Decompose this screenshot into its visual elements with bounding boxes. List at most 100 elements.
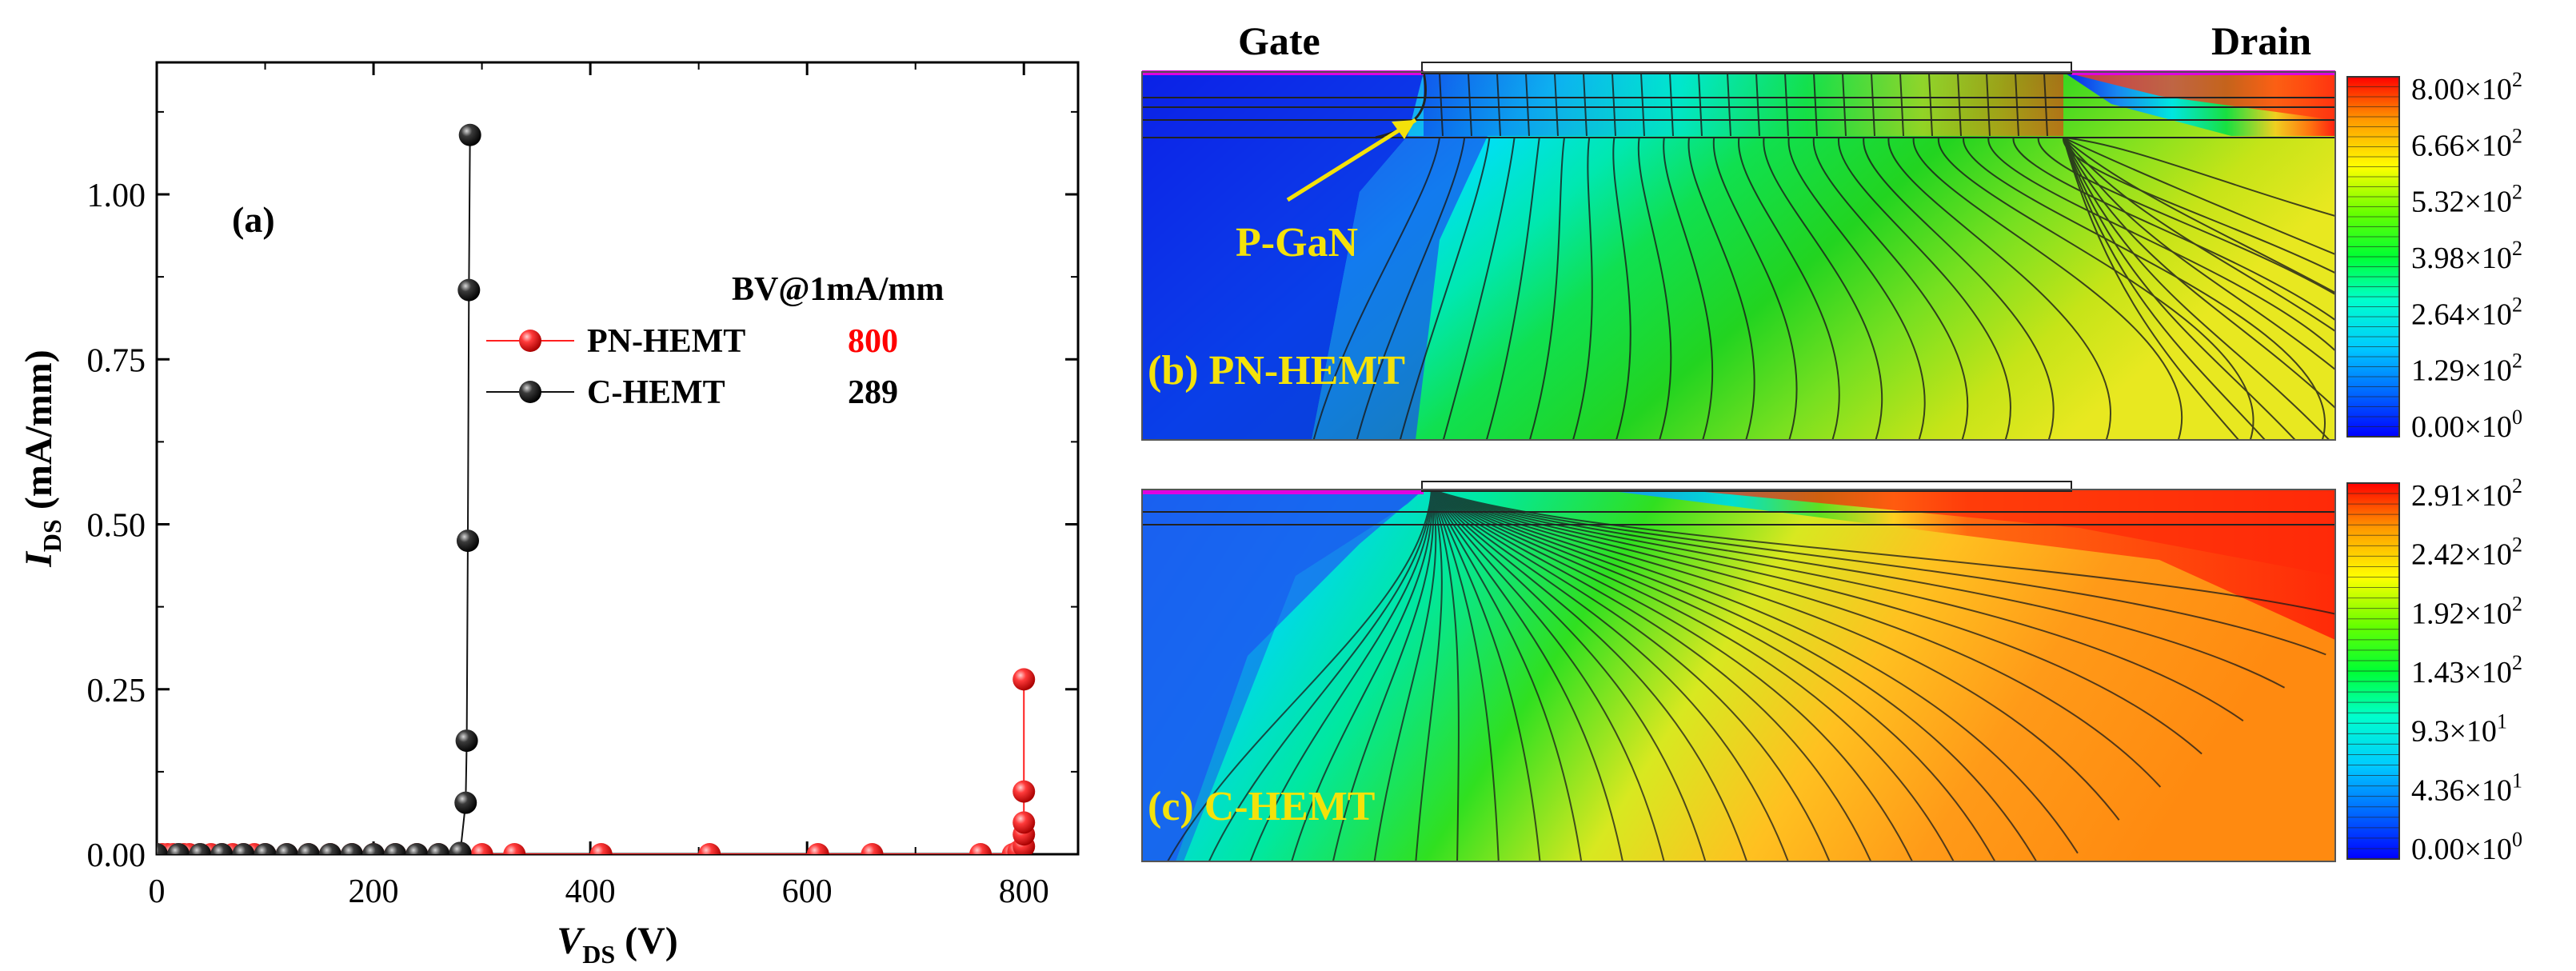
colorbar-tick-label: 6.66×102 bbox=[2411, 124, 2522, 162]
contour-line-drain bbox=[2063, 137, 2335, 255]
channel-grid bbox=[1583, 73, 1588, 137]
contour-line bbox=[1291, 489, 1433, 861]
point-pn-hemt bbox=[1012, 668, 1036, 691]
p-gan-label: P-GaN bbox=[1236, 220, 1358, 266]
point-c-hemt bbox=[362, 843, 385, 854]
passivation-step bbox=[1421, 62, 2072, 74]
contour-line bbox=[1431, 489, 1996, 861]
channel-grid bbox=[1755, 73, 1760, 137]
point-pn-hemt bbox=[1012, 811, 1036, 834]
point-c-hemt bbox=[458, 123, 481, 146]
legend-marker-c-hemt bbox=[519, 381, 541, 403]
legend-entry-pn-hemt: PN-HEMT 800 bbox=[486, 323, 898, 360]
contour-line bbox=[1963, 137, 2326, 440]
contour-line bbox=[1431, 489, 1541, 861]
contour-line bbox=[1431, 489, 2286, 689]
legend-entry-c-hemt: C-HEMT 289 bbox=[486, 374, 898, 411]
y-tick-label: 1.00 bbox=[87, 178, 146, 214]
x-tick-label: 600 bbox=[782, 873, 833, 910]
contour-line-drain bbox=[2063, 137, 2335, 370]
y-axis-title: IDS (mA/mm) bbox=[18, 350, 66, 568]
channel-grid bbox=[1525, 73, 1530, 137]
contour-line bbox=[1431, 489, 1460, 861]
panel-b-label: (b) PN-HEMT bbox=[1148, 348, 1405, 394]
contour-line-drain bbox=[2063, 137, 2335, 217]
point-pn-hemt bbox=[698, 843, 721, 854]
legend-bv-c-hemt: 289 bbox=[848, 374, 898, 411]
contour-line bbox=[1612, 137, 1631, 440]
panel-a-label: (a) bbox=[232, 199, 275, 240]
panel-c-field bbox=[1142, 489, 2335, 861]
contour-line-drain bbox=[2063, 137, 2240, 440]
channel-grid bbox=[1784, 73, 1789, 137]
contour-line bbox=[1712, 137, 1798, 440]
contour-line bbox=[1738, 137, 1840, 440]
panel-a-chart: 0 200 400 600 800 0.00 0.25 0.50 0.75 1.00 (a) BV… bbox=[18, 61, 1080, 969]
contour-line bbox=[1312, 137, 1440, 440]
x-tick-label: 200 bbox=[349, 873, 399, 910]
contour-line bbox=[1912, 137, 2183, 440]
panel-c-frame bbox=[1141, 489, 2336, 862]
channel-grid bbox=[1871, 73, 1875, 137]
legend-title: BV@1mA/mm bbox=[732, 271, 944, 308]
contour-line bbox=[1415, 489, 1443, 861]
channel-grid bbox=[2043, 73, 2048, 137]
colorbar-tick-label: 1.29×102 bbox=[2411, 350, 2522, 388]
point-c-hemt bbox=[189, 843, 212, 854]
x-axis-title: VDS (V) bbox=[557, 920, 678, 969]
channel-grid bbox=[1928, 73, 1933, 137]
contour-line bbox=[1167, 489, 1432, 861]
channel-grid bbox=[1727, 73, 1731, 137]
y-tick-label: 0.75 bbox=[87, 342, 146, 379]
contour-line-drain bbox=[2063, 137, 2335, 332]
point-c-hemt bbox=[454, 791, 477, 814]
contour-line bbox=[1431, 489, 1955, 861]
point-c-hemt bbox=[449, 841, 472, 854]
legend-label-pn-hemt: PN-HEMT bbox=[587, 323, 745, 360]
point-pn-hemt bbox=[806, 843, 829, 854]
contour-line bbox=[1863, 137, 2055, 440]
point-pn-hemt bbox=[861, 843, 884, 854]
contour-line bbox=[1937, 137, 2254, 440]
series-layer bbox=[157, 123, 1036, 854]
contour-line bbox=[1431, 489, 1707, 861]
panel-c-contour-map: (c) C-HEMT 2.91×102 2.42×102 1.92×102 1.43×… bbox=[1141, 474, 2522, 866]
channel-grid bbox=[1468, 73, 1472, 137]
contour-line bbox=[2037, 137, 2335, 296]
y-tick-label: 0.00 bbox=[87, 837, 146, 874]
channel-grid bbox=[1496, 73, 1501, 137]
point-c-hemt bbox=[275, 843, 298, 854]
point-c-hemt bbox=[456, 529, 479, 553]
contour-line bbox=[1373, 489, 1437, 861]
contour-line-drain bbox=[2063, 137, 2335, 409]
contour-line bbox=[1431, 489, 1872, 861]
contour-line bbox=[1431, 489, 1913, 861]
contour-line bbox=[1763, 137, 1883, 440]
contour-line bbox=[1332, 489, 1435, 861]
colorbar-tick-label: 2.42×102 bbox=[2411, 533, 2522, 572]
contour-line bbox=[1637, 137, 1672, 440]
colorbar-tick-label: 3.98×102 bbox=[2411, 237, 2522, 275]
contour-line bbox=[1787, 137, 1926, 440]
legend-label-c-hemt: C-HEMT bbox=[587, 374, 725, 411]
colorbar-tick-label: 2.64×102 bbox=[2411, 293, 2522, 331]
channel-grid bbox=[1813, 73, 1818, 137]
point-c-hemt bbox=[318, 843, 341, 854]
contour-line-drain bbox=[2063, 137, 2330, 440]
drain-label: Drain bbox=[2211, 18, 2311, 63]
contour-line bbox=[1399, 137, 1491, 440]
point-c-hemt bbox=[210, 843, 234, 854]
channel-grid bbox=[1554, 73, 1559, 137]
colorbar-tick-label: 5.32×102 bbox=[2411, 181, 2522, 219]
colorbar-b-ticks: 8.00×102 6.66×102 5.32×102 3.98×102 2.64×102… bbox=[2411, 68, 2522, 444]
contour-line bbox=[1356, 137, 1466, 440]
p-gan-arrow bbox=[1286, 118, 1417, 202]
contour-line bbox=[1838, 137, 2011, 440]
channel-grid bbox=[1698, 73, 1703, 137]
channel-grid bbox=[1842, 73, 1847, 137]
contour-line bbox=[1431, 489, 2038, 861]
gate-label: Gate bbox=[1238, 18, 1320, 63]
axes: 0 200 400 600 800 0.00 0.25 0.50 0.75 1.00 bbox=[87, 62, 1078, 910]
contour-line-drain bbox=[2063, 137, 2297, 440]
series-line-pn-hemt bbox=[157, 679, 1025, 854]
